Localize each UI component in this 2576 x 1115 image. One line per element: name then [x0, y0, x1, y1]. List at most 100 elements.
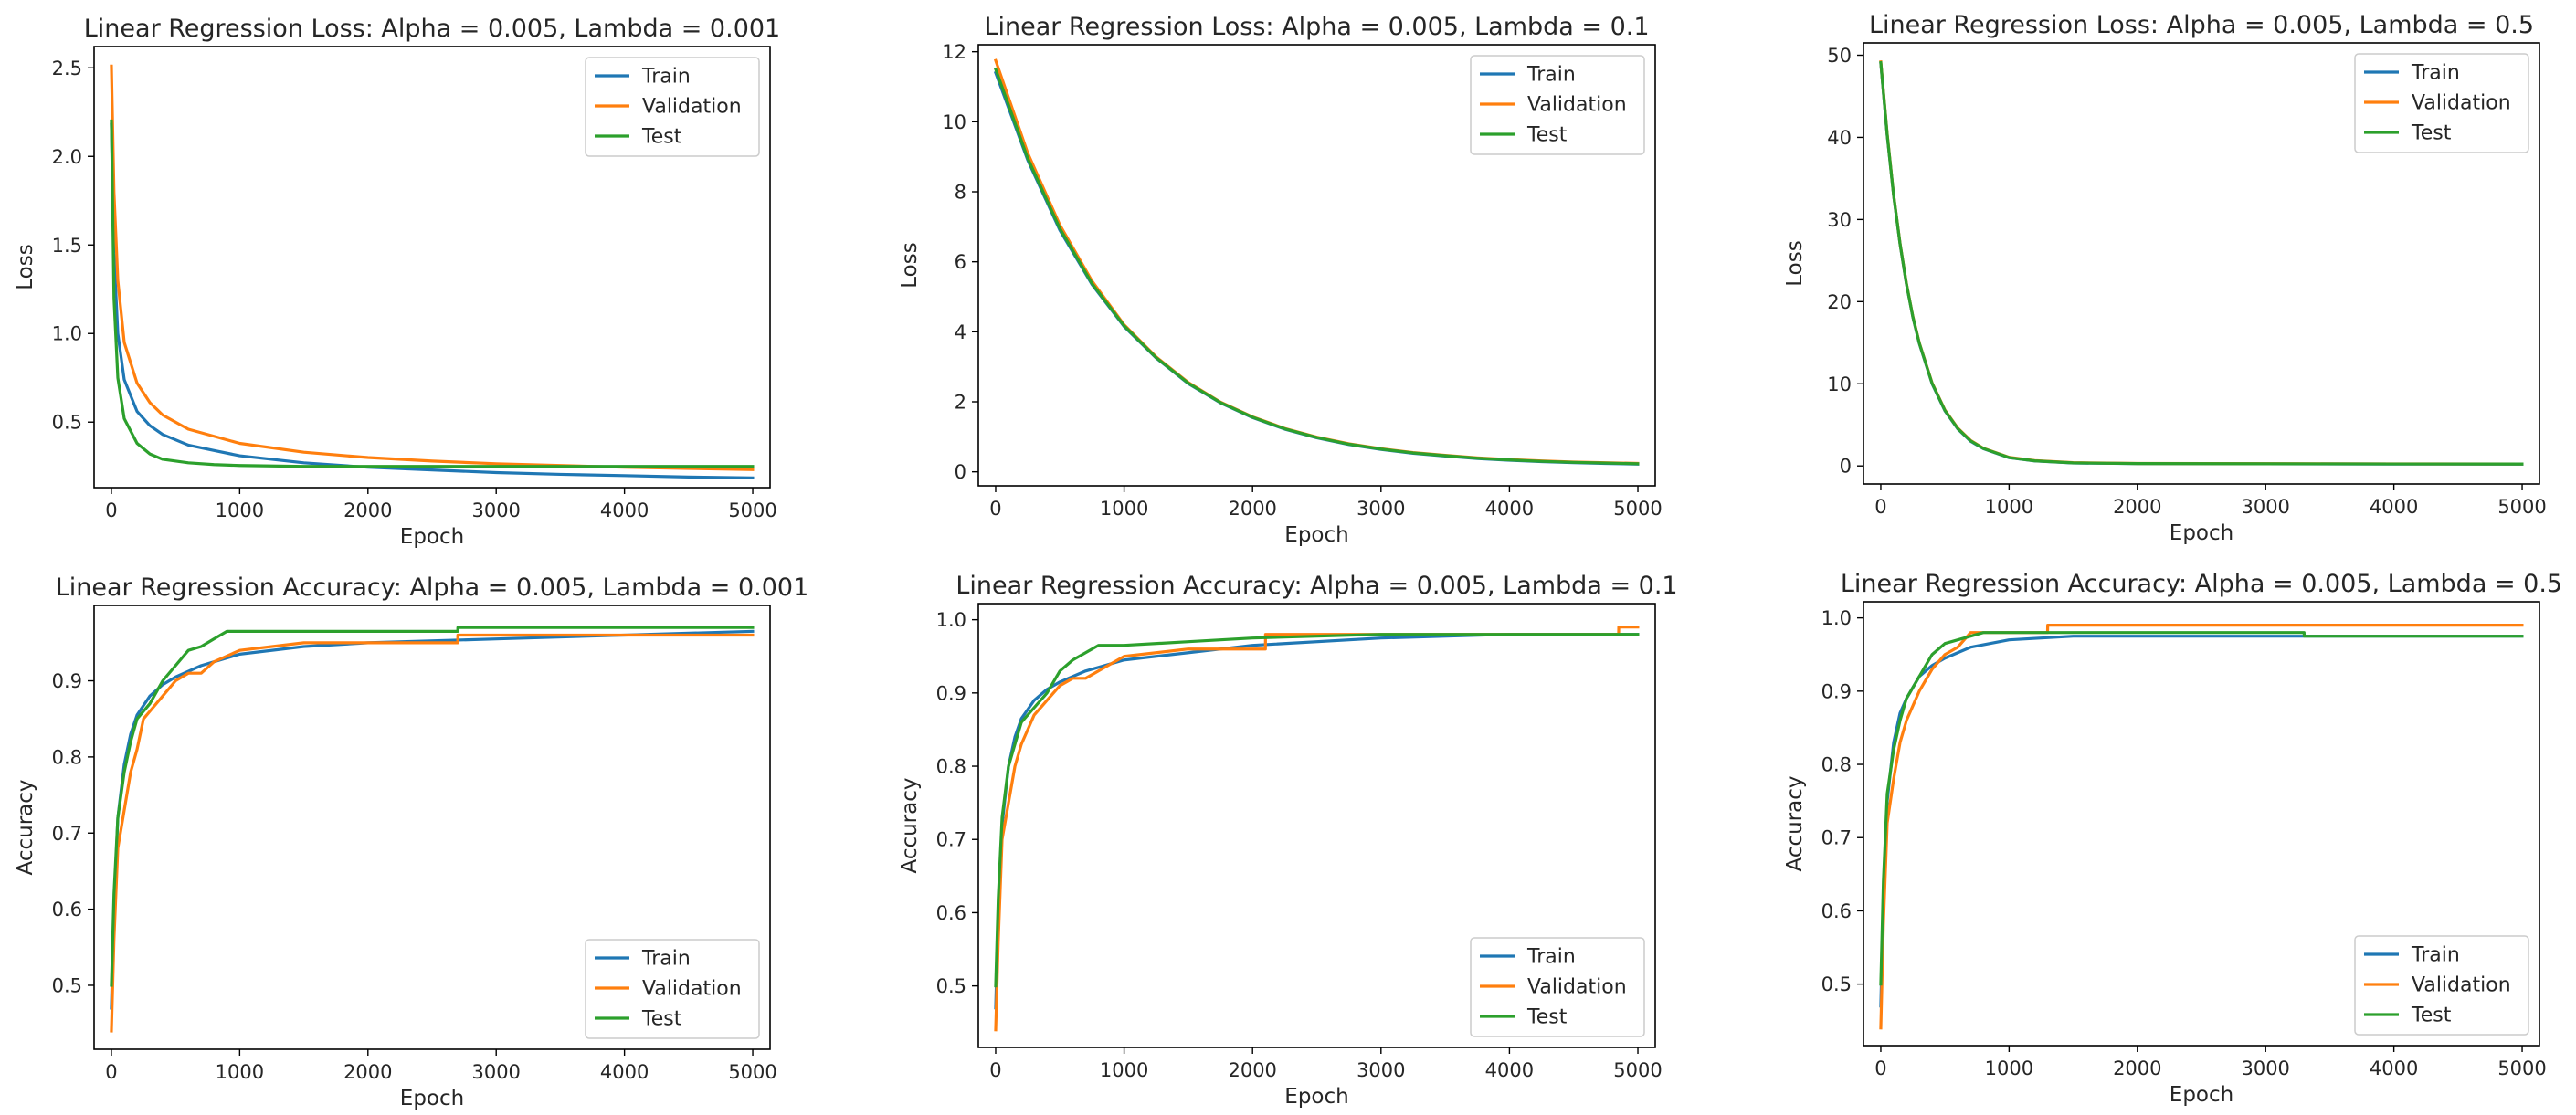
x-tick-label: 2000: [2113, 496, 2161, 518]
y-axis-label: Loss: [1783, 240, 1807, 286]
x-tick-label: 2000: [1228, 498, 1276, 520]
y-tick-label: 0.7: [52, 823, 82, 845]
y-tick-label: 1.5: [52, 235, 82, 257]
axes-frame: [977, 44, 1656, 487]
x-tick-label: 1000: [1100, 1059, 1148, 1081]
y-tick-label: 30: [1827, 209, 1852, 231]
series-line-train: [110, 122, 755, 479]
legend-box: [1470, 937, 1645, 1037]
legend-label-validation: Validation: [2412, 92, 2511, 115]
chart-title: Linear Regression Loss: Alpha = 0.005, L…: [984, 13, 1649, 41]
x-tick-label: 2000: [2113, 1057, 2161, 1079]
y-axis-label: Accuracy: [14, 779, 37, 875]
series-lines: [1879, 59, 2524, 466]
series-lines: [993, 58, 1640, 466]
y-tick-label: 0.8: [52, 746, 82, 768]
x-tick-label: 5000: [1613, 1059, 1662, 1081]
y-tick-label: 0: [1840, 456, 1852, 478]
chart-title: Linear Regression Accuracy: Alpha = 0.00…: [955, 572, 1677, 600]
axes-frame: [977, 603, 1656, 1048]
legend-box: [585, 57, 760, 157]
y-tick-label: 0.5: [936, 975, 966, 997]
chart-title: Linear Regression Loss: Alpha = 0.005, L…: [84, 15, 780, 43]
series-lines: [1879, 624, 2524, 1030]
x-tick-label: 5000: [1613, 498, 1662, 520]
legend-label-train: Train: [1526, 64, 1576, 87]
x-tick-label: 5000: [2497, 1057, 2546, 1079]
legend-label-validation: Validation: [1527, 94, 1627, 117]
y-axis-label: Loss: [14, 244, 37, 289]
axes-frame: [93, 605, 771, 1050]
x-tick-label: 1000: [1985, 1057, 2033, 1079]
legend-label-train: Train: [1526, 946, 1576, 969]
x-tick-label: 4000: [1485, 1059, 1534, 1081]
series-lines: [994, 626, 1640, 1032]
legend: Train Validation Test: [2354, 53, 2529, 153]
y-tick-label: 0.7: [936, 829, 966, 851]
x-axis-label: Epoch: [2170, 1083, 2233, 1107]
legend-label-validation: Validation: [642, 96, 742, 119]
x-tick-label: 5000: [2497, 496, 2546, 518]
series-line-test: [1879, 60, 2524, 466]
y-tick-label: 0.9: [1821, 680, 1852, 702]
x-tick-label: 2000: [1228, 1059, 1276, 1081]
y-tick-label: 20: [1827, 291, 1852, 313]
legend-label-train: Train: [2411, 62, 2460, 85]
y-tick-label: 2.0: [52, 146, 82, 168]
x-tick-label: 1000: [1100, 498, 1148, 520]
y-tick-label: 0.5: [52, 412, 82, 434]
y-tick-label: 0.9: [936, 682, 966, 704]
x-tick-label: 0: [989, 1059, 1001, 1081]
x-tick-label: 5000: [728, 1061, 776, 1083]
x-tick-label: 3000: [1357, 1059, 1405, 1081]
y-tick-label: 2: [955, 392, 966, 414]
legend: Train Validation Test: [585, 57, 760, 157]
y-tick-label: 0: [955, 461, 966, 483]
y-axis-label: Loss: [898, 242, 922, 288]
y-axis-label: Accuracy: [898, 777, 922, 873]
y-tick-label: 0.7: [1821, 827, 1852, 849]
y-tick-label: 50: [1827, 45, 1852, 67]
x-tick-label: 0: [1874, 1057, 1886, 1079]
y-tick-label: 0.5: [1821, 973, 1852, 995]
y-tick-label: 1.0: [936, 609, 966, 631]
x-tick-label: 4000: [600, 1061, 649, 1083]
y-tick-label: 0.5: [52, 974, 82, 996]
x-tick-label: 4000: [1485, 498, 1534, 520]
legend: Train Validation Test: [585, 939, 760, 1039]
y-tick-label: 1.0: [1821, 607, 1852, 629]
legend-label-train: Train: [2411, 944, 2460, 967]
x-tick-label: 2000: [343, 1061, 392, 1083]
chart-panel-4: Linear Regression Accuracy: Alpha = 0.00…: [898, 572, 1678, 1109]
legend: Train Validation Test: [1470, 55, 1645, 155]
legend-label-test: Test: [641, 1008, 682, 1031]
legend-box: [585, 939, 760, 1039]
y-tick-label: 4: [955, 321, 966, 343]
axes-frame: [1863, 601, 2540, 1047]
y-tick-label: 1.0: [52, 323, 82, 345]
legend-box: [2354, 53, 2529, 153]
series-line-test: [110, 119, 755, 468]
y-tick-label: 0.6: [936, 902, 966, 924]
y-tick-label: 10: [1827, 373, 1852, 395]
legend: Train Validation Test: [1470, 937, 1645, 1037]
legend-label-test: Test: [2411, 1005, 2452, 1027]
legend-label-train: Train: [641, 66, 691, 89]
y-tick-label: 10: [942, 111, 966, 133]
x-axis-label: Epoch: [400, 525, 464, 549]
series-lines: [110, 626, 755, 1033]
legend-label-train: Train: [641, 948, 691, 971]
y-tick-label: 0.8: [1821, 754, 1852, 776]
y-axis-label: Accuracy: [1783, 775, 1807, 871]
y-tick-label: 40: [1827, 127, 1852, 149]
y-tick-label: 0.9: [52, 670, 82, 692]
chart-title: Linear Regression Accuracy: Alpha = 0.00…: [1841, 570, 2562, 598]
series-line-validation: [110, 633, 755, 1033]
x-tick-label: 0: [1874, 496, 1886, 518]
x-tick-label: 3000: [2241, 1057, 2289, 1079]
y-tick-label: 0.6: [1821, 900, 1852, 922]
legend-box: [1470, 55, 1645, 155]
x-tick-label: 1000: [1985, 496, 2033, 518]
y-tick-label: 0.6: [52, 899, 82, 920]
